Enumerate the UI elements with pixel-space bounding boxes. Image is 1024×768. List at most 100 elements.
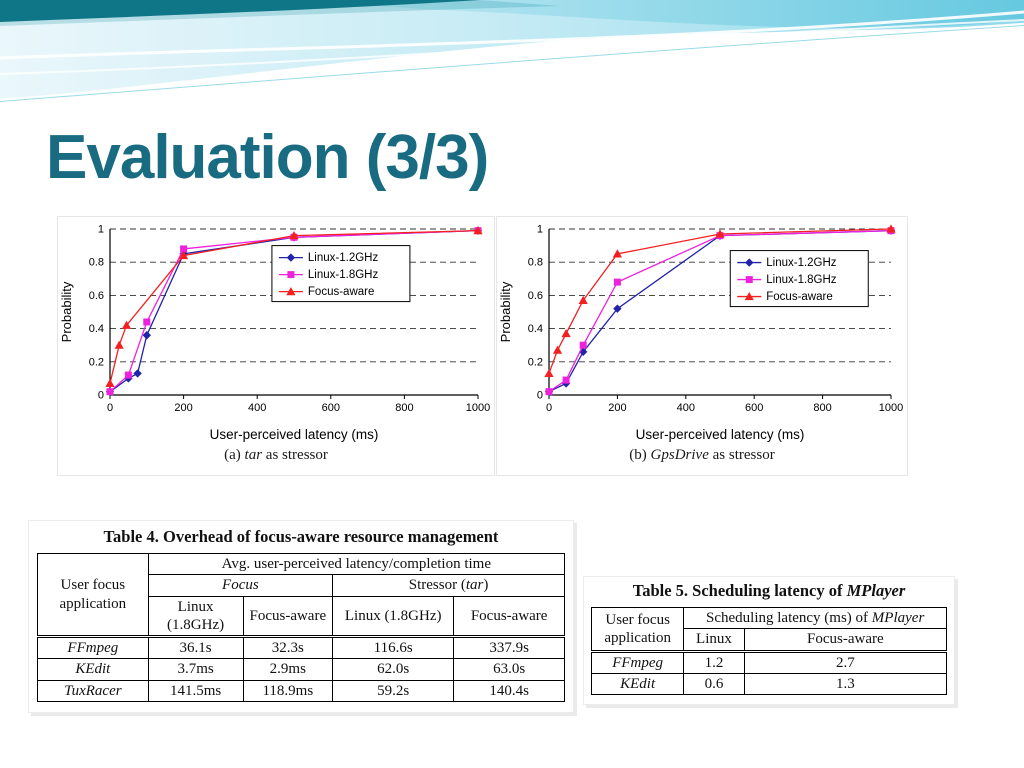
svg-text:0.6: 0.6 — [89, 290, 104, 302]
table5-app-cell: FFmpeg — [590, 649, 685, 674]
table4-cell: 116.6s — [332, 635, 455, 660]
svg-text:User-perceived latency (ms): User-perceived latency (ms) — [210, 427, 379, 442]
table4-header-row-1: User focus application Avg. user-perceiv… — [37, 552, 566, 638]
table4-header-app: User focus application — [37, 552, 149, 638]
table5-header-row-1: User focus application Scheduling latenc… — [590, 606, 947, 652]
table4-subheader: Linux (1.8GHz) — [147, 595, 244, 638]
caption-text: Table 5. Scheduling latency of — [632, 581, 847, 600]
caption-text: as stressor — [708, 447, 775, 463]
svg-text:0: 0 — [546, 402, 552, 414]
svg-text:Probability: Probability — [59, 281, 74, 342]
svg-text:Focus-aware: Focus-aware — [766, 291, 832, 303]
table4-app-cell: KEdit — [37, 658, 149, 681]
table4-cell: 62.0s — [332, 658, 455, 681]
svg-text:0.8: 0.8 — [89, 257, 104, 269]
table4-cell: 337.9s — [453, 635, 565, 660]
svg-text:400: 400 — [248, 402, 266, 414]
table5-header-app: User focus application — [590, 607, 685, 652]
caption-text: as stressor — [262, 447, 328, 463]
caption-italic-text: GpsDrive — [650, 447, 709, 463]
table4-header-row-2: Focus Stressor (tar) — [38, 574, 565, 597]
table4-cell: 2.9ms — [242, 658, 334, 681]
table4: User focus application Avg. user-perceiv… — [37, 552, 566, 703]
table4-cell: 141.5ms — [147, 679, 244, 703]
svg-text:800: 800 — [395, 402, 413, 414]
header-italic-text: MPlayer — [871, 610, 925, 626]
table4-subheader: Linux (1.8GHz) — [332, 595, 455, 638]
caption-text: (b) — [629, 447, 651, 463]
svg-text:600: 600 — [745, 402, 763, 414]
table5-panel: Table 5. Scheduling latency of MPlayer U… — [583, 576, 955, 706]
svg-text:600: 600 — [322, 402, 340, 414]
svg-text:200: 200 — [174, 402, 192, 414]
table4-app-cell: TuxRacer — [37, 679, 149, 703]
header-text: ) — [483, 577, 489, 594]
chart-a-canvas: 0 0.2 0.4 0.6 0.8 1 0 200 400 600 800 1000 User-perc… — [59, 224, 490, 443]
svg-text:User-perceived latency (ms): User-perceived latency (ms) — [636, 427, 805, 442]
svg-text:0.4: 0.4 — [528, 323, 543, 335]
table5-cell: 2.7 — [743, 649, 948, 674]
caption-text: (a) — [224, 447, 245, 463]
svg-text:Focus-aware: Focus-aware — [308, 286, 374, 298]
svg-text:1: 1 — [537, 224, 543, 236]
table5-cell: 1.3 — [743, 672, 948, 696]
table5-header-row-2: Linux Focus-aware — [592, 628, 948, 652]
svg-text:0.8: 0.8 — [528, 257, 543, 269]
chart-b-canvas: 0 0.2 0.4 0.6 0.8 1 0 200 400 600 800 1000 User-perc… — [498, 224, 903, 443]
table5-subheader: Focus-aware — [743, 628, 948, 652]
table4-header-focus: Focus — [147, 574, 334, 597]
svg-text:200: 200 — [608, 402, 626, 414]
chart-a-panel: 0 0.2 0.4 0.6 0.8 1 0 200 400 600 800 1000 User-perc… — [57, 216, 495, 476]
table4-subheader: Focus-aware — [242, 595, 334, 638]
svg-text:Linux-1.8GHz: Linux-1.8GHz — [766, 274, 837, 286]
svg-text:0.2: 0.2 — [528, 356, 543, 368]
table4-cell: 36.1s — [147, 635, 244, 660]
header-text: Scheduling latency (ms) of — [706, 610, 872, 626]
table-row: KEdit 0.6 1.3 — [590, 672, 948, 696]
table-row: FFmpeg 1.2 2.7 — [590, 649, 948, 674]
table-row: TuxRacer 141.5ms 118.9ms 59.2s 140.4s — [37, 679, 565, 703]
table4-app-cell: FFmpeg — [37, 635, 149, 660]
table4-cell: 59.2s — [332, 679, 455, 703]
table4-header-row-3: Linux (1.8GHz) Focus-aware Linux (1.8GHz… — [38, 595, 565, 638]
table-row: KEdit 3.7ms 2.9ms 62.0s 63.0s — [37, 658, 565, 681]
table4-header-stressor: Stressor (tar) — [332, 574, 565, 597]
header-text: Stressor ( — [408, 577, 466, 594]
table4-cell: 118.9ms — [242, 679, 334, 703]
header-wave-decoration — [0, 0, 1024, 102]
svg-text:Linux-1.8GHz: Linux-1.8GHz — [308, 269, 379, 281]
table5-caption: Table 5. Scheduling latency of MPlayer — [591, 581, 947, 601]
table5: User focus application Scheduling latenc… — [590, 606, 948, 696]
svg-text:Probability: Probability — [498, 281, 513, 342]
table4-cell: 140.4s — [453, 679, 565, 703]
table4-cell: 32.3s — [242, 635, 334, 660]
header-italic-text: tar — [465, 577, 484, 594]
svg-text:1: 1 — [98, 224, 104, 236]
table5-app-cell: KEdit — [590, 672, 685, 696]
svg-text:1000: 1000 — [466, 402, 490, 414]
svg-text:1000: 1000 — [879, 402, 903, 414]
chart-b-caption: (b) GpsDrive as stressor — [497, 447, 907, 464]
table5-subheader: Linux — [683, 628, 745, 652]
table5-cell: 0.6 — [683, 672, 745, 696]
chart-b-panel: 0 0.2 0.4 0.6 0.8 1 0 200 400 600 800 1000 User-perc… — [496, 216, 908, 476]
svg-text:Linux-1.2GHz: Linux-1.2GHz — [308, 252, 379, 264]
svg-text:0.4: 0.4 — [89, 323, 104, 335]
svg-text:400: 400 — [677, 402, 695, 414]
table4-caption: Table 4. Overhead of focus-aware resourc… — [103, 527, 499, 546]
svg-text:Linux-1.2GHz: Linux-1.2GHz — [766, 257, 837, 269]
table4-subheader: Focus-aware — [453, 595, 565, 638]
svg-text:0.2: 0.2 — [89, 356, 104, 368]
table4-panel: Table 4. Overhead of focus-aware resourc… — [28, 520, 574, 714]
svg-text:0: 0 — [107, 402, 113, 414]
table-row: FFmpeg 36.1s 32.3s 116.6s 337.9s — [37, 635, 565, 660]
chart-a-caption: (a) tar as stressor — [58, 447, 494, 464]
svg-text:0.6: 0.6 — [528, 290, 543, 302]
svg-text:0: 0 — [537, 390, 543, 402]
table4-header-top: Avg. user-perceived latency/completion t… — [147, 552, 566, 576]
caption-italic-text: MPlayer — [846, 581, 906, 600]
caption-italic-text: tar — [244, 447, 263, 463]
slide-title: Evaluation (3/3) — [46, 123, 489, 192]
table4-cell: 3.7ms — [147, 658, 244, 681]
svg-text:0: 0 — [98, 390, 104, 402]
